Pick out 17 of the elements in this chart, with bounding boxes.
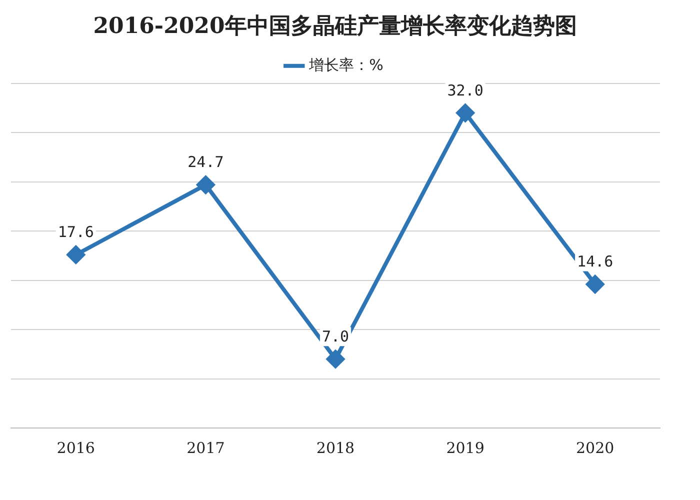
x-tick-label: 2017 [186,438,225,457]
point [586,275,604,294]
data-label: 24.7 [188,153,224,172]
point [456,104,474,122]
chart-title: 2016-2020年中国多晶硅产量增长率变化趋势图 [93,12,577,39]
point [66,246,85,264]
x-tick-label: 2019 [446,438,484,457]
x-tick-label: 2018 [316,438,355,457]
legend-label: 增长率：% [308,56,384,74]
data-label: 17.6 [58,223,94,242]
x-tick-label: 2016 [56,438,95,457]
x-tick-label: 2020 [576,438,614,457]
point [196,176,215,194]
point [326,350,344,368]
data-label: 32.0 [447,81,484,100]
data-label: 14.6 [577,252,614,271]
data-label: 7.0 [322,327,350,346]
